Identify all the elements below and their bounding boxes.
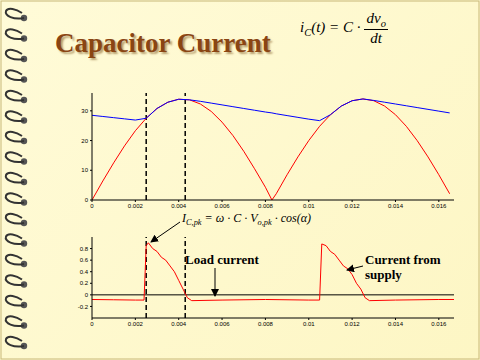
html-text:IC,pk= ω · C · Vo,pk· cos(α): IC,pk= ω · C · Vo,pk· cos(α) <box>182 211 311 228</box>
svg-text:0.006: 0.006 <box>215 203 231 209</box>
svg-text:0.016: 0.016 <box>431 203 447 209</box>
svg-text:-0.2: -0.2 <box>78 304 89 310</box>
svg-text:0: 0 <box>85 197 89 203</box>
svg-text:20: 20 <box>81 138 88 144</box>
svg-text:0.008: 0.008 <box>258 203 274 209</box>
html-text:Load current: Load current <box>185 252 259 267</box>
svg-text:0.012: 0.012 <box>345 203 361 209</box>
svg-text:0.002: 0.002 <box>128 203 144 209</box>
html-text:Current from supply: Current from supply <box>365 252 441 282</box>
svg-text:0.002: 0.002 <box>128 321 144 327</box>
svg-text:0.4: 0.4 <box>80 269 89 275</box>
svg-text:30: 30 <box>81 108 88 114</box>
svg-text:0.006: 0.006 <box>215 321 231 327</box>
svg-text:0.6: 0.6 <box>80 257 89 263</box>
svg-text:10: 10 <box>81 167 88 173</box>
svg-text:0.012: 0.012 <box>345 321 361 327</box>
svg-text:0: 0 <box>85 292 89 298</box>
svg-text:0.01: 0.01 <box>303 321 315 327</box>
svg-text:0.014: 0.014 <box>388 203 404 209</box>
svg-text:0.004: 0.004 <box>171 321 187 327</box>
html-text:dvo: dvo <box>366 10 386 29</box>
svg-text:0.8: 0.8 <box>80 246 89 252</box>
svg-text:0.014: 0.014 <box>388 321 404 327</box>
html-text:iC(t) = C ·: iC(t) = C · <box>300 19 361 38</box>
html-text:dt: dt <box>370 30 382 46</box>
svg-text:0.004: 0.004 <box>171 203 187 209</box>
svg-text:0: 0 <box>90 203 94 209</box>
svg-text:0.008: 0.008 <box>258 321 274 327</box>
svg-text:0.01: 0.01 <box>303 203 315 209</box>
html-text:Capacitor Current: Capacitor Current <box>55 28 271 58</box>
svg-text:0.2: 0.2 <box>80 280 89 286</box>
svg-text:0: 0 <box>90 321 94 327</box>
svg-text:0.016: 0.016 <box>431 321 447 327</box>
